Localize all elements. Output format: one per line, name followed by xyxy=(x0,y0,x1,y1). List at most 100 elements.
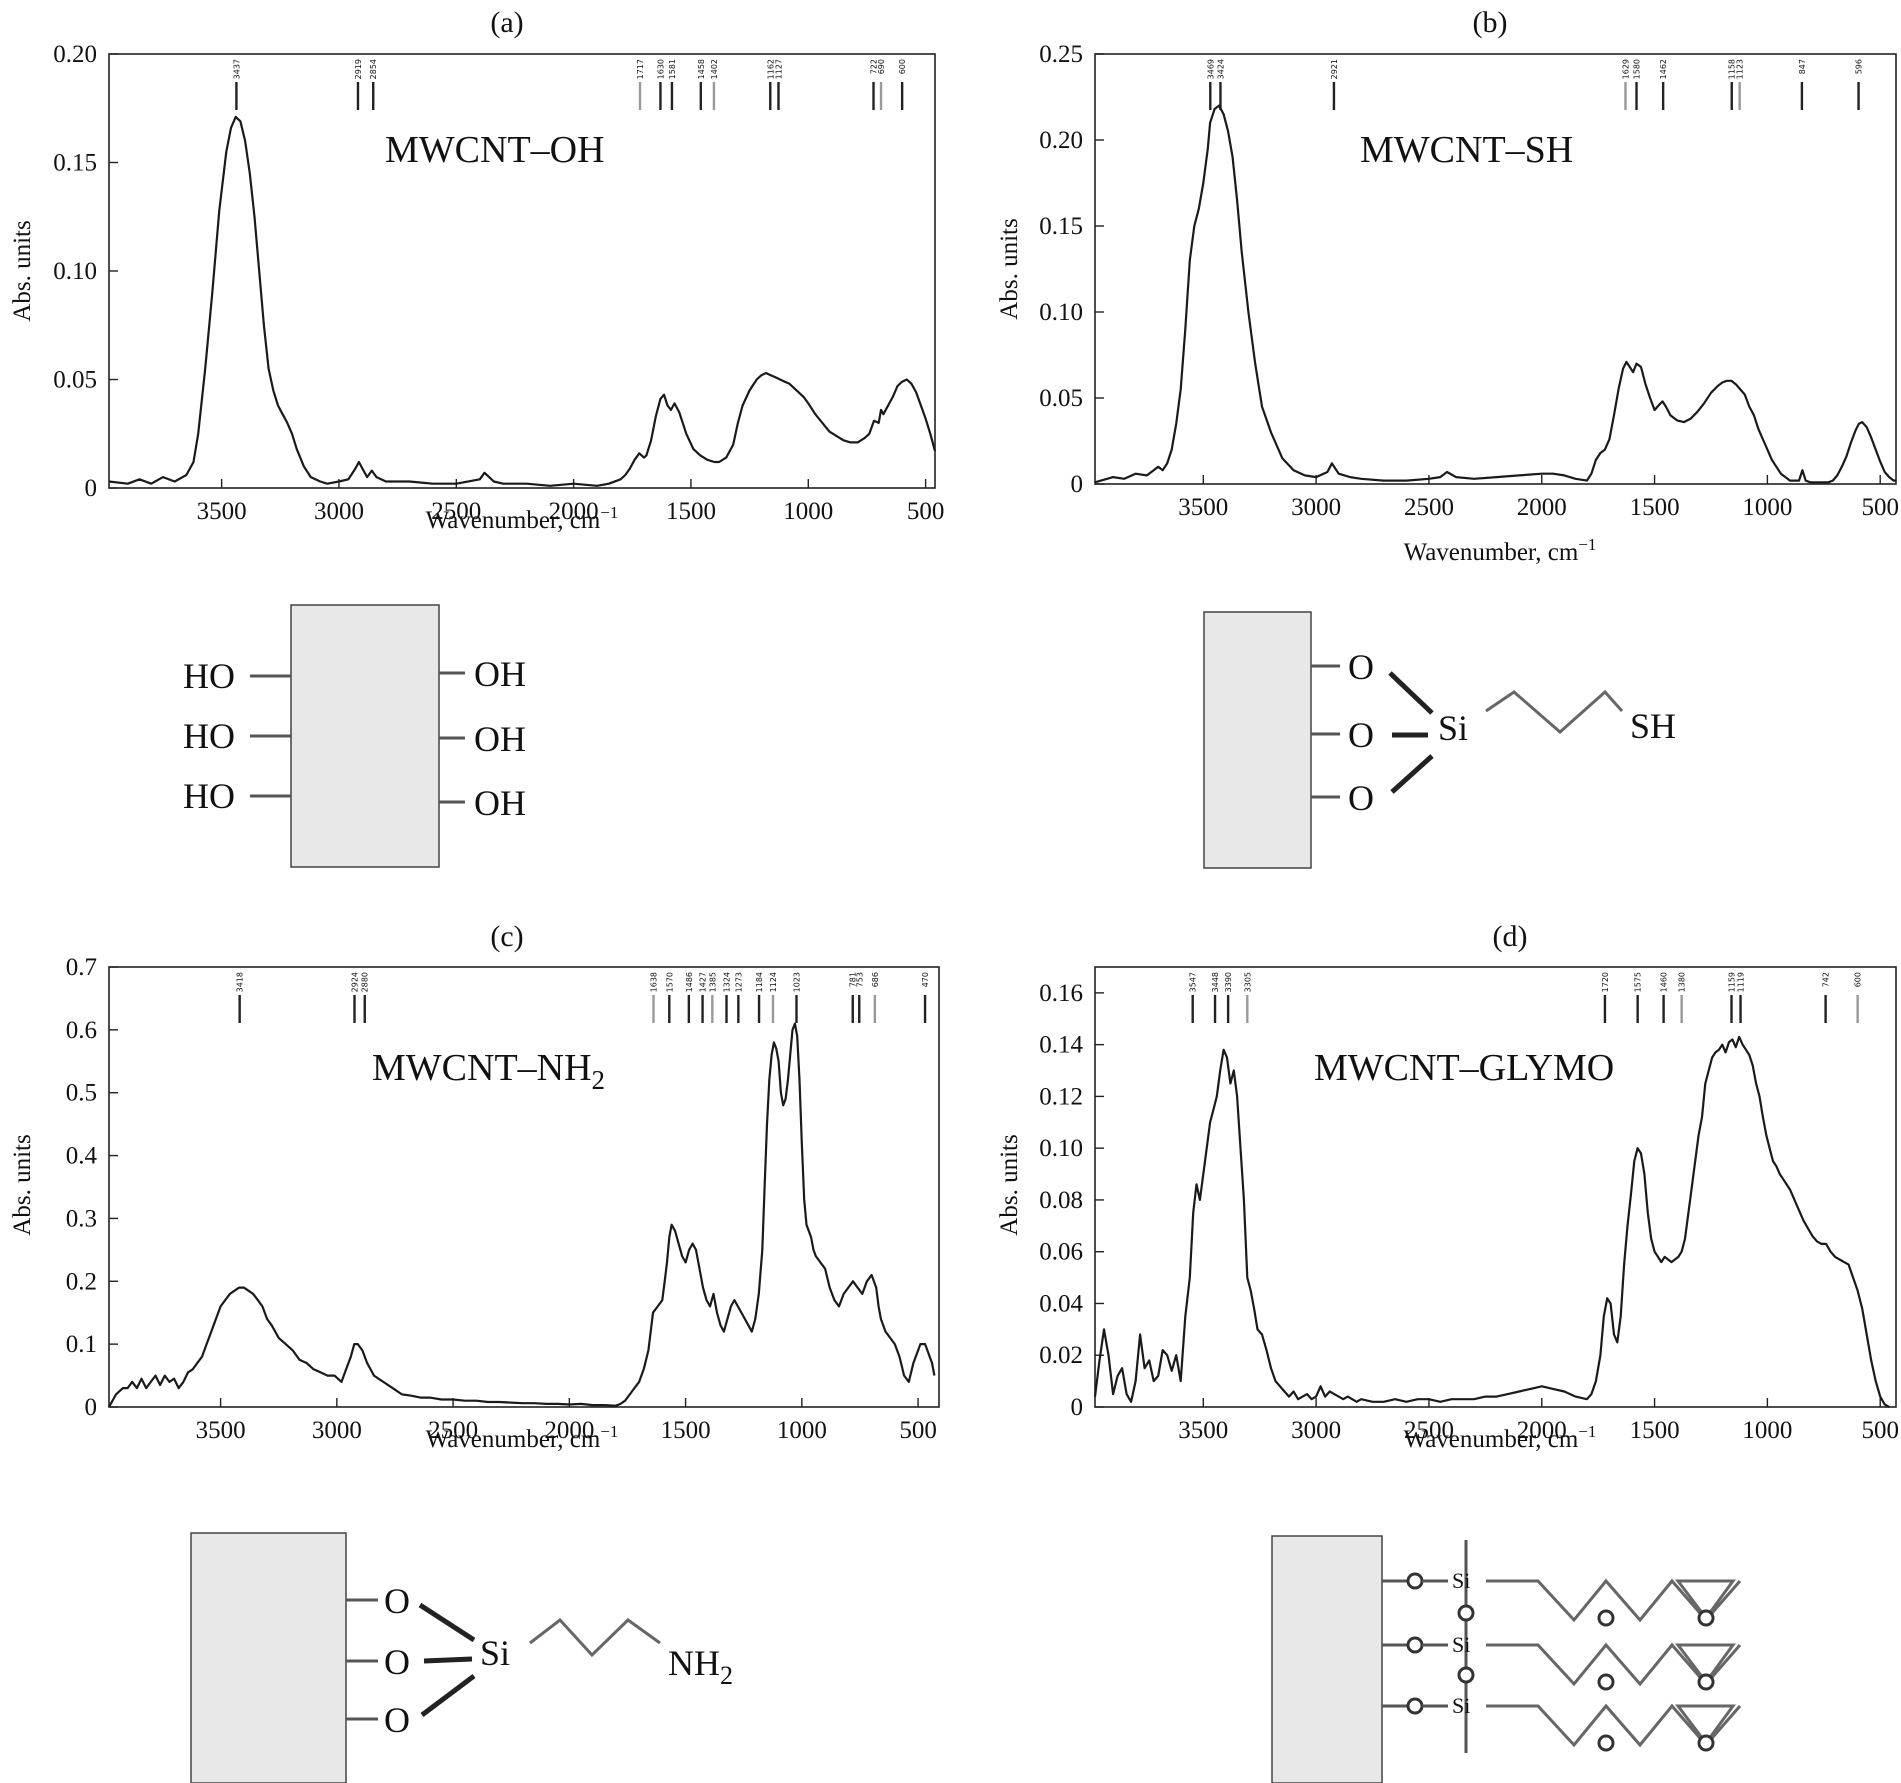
oxygen-node xyxy=(1597,1673,1615,1691)
x-axis-label-text: Wavenumber, cm xyxy=(1404,539,1579,566)
peak-marker-label: 1402 xyxy=(710,59,719,79)
y-tick-label: 0 xyxy=(1071,471,1084,498)
peak-markers: 3418 2924 2880 1638 1570 1486 1427 1385 1324 1273… xyxy=(236,972,930,1023)
sample-label: MWCNT–OH xyxy=(385,129,605,171)
silicon-atom: Si xyxy=(1452,1693,1470,1718)
x-axis-label-sup: −1 xyxy=(600,503,618,522)
x-tick-label: 1500 xyxy=(661,1417,711,1444)
peak-marker-label: 1581 xyxy=(668,59,677,79)
x-axis-ticks: 3500 3000 2500 2000 1500 1000 500 xyxy=(1178,475,1899,521)
peak-marker-label: 600 xyxy=(1854,972,1863,987)
silicon-atom: Si xyxy=(1438,708,1468,748)
oxygen-node xyxy=(1406,1636,1424,1654)
x-tick-label: 2500 xyxy=(1404,1417,1454,1444)
nanotube xyxy=(1203,611,1312,869)
x-tick-label: 3500 xyxy=(1178,1417,1228,1444)
x-axis-label-text: Wavenumber, cm xyxy=(426,1426,601,1453)
y-tick-label: 0.04 xyxy=(1039,1290,1083,1317)
peak-marker-label: 1570 xyxy=(665,972,674,992)
plot-frame xyxy=(1094,966,1897,1408)
y-tick-label: 0.2 xyxy=(66,1268,97,1295)
x-tick-label: 3000 xyxy=(312,1417,362,1444)
x-axis-label: Wavenumber, cm−1 xyxy=(1404,535,1597,566)
oxygen-node xyxy=(1697,1673,1715,1691)
x-tick-label: 3000 xyxy=(1291,1417,1341,1444)
si-o-bond xyxy=(418,1602,476,1643)
y-tick-label: 0.05 xyxy=(53,367,97,394)
panel-d: (d) 3547 3448 3390 3305 1720 1575 1460 1380 1159… xyxy=(996,920,1899,1453)
peak-marker-label: 1629 xyxy=(1621,59,1630,79)
peak-marker-label: 1575 xyxy=(1634,972,1643,992)
peak-marker-label: 1023 xyxy=(792,972,801,992)
peak-marker-label: 3437 xyxy=(232,59,241,79)
oxygen-atom: O xyxy=(384,1700,410,1740)
peak-marker-label: 847 xyxy=(1798,59,1807,74)
y-axis-ticks: 0 0.05 0.10 0.15 0.20 0.25 xyxy=(1039,41,1104,498)
x-axis-label-sup: −1 xyxy=(600,1422,618,1441)
x-tick-label: 1000 xyxy=(777,1417,827,1444)
peak-marker-label: 1119 xyxy=(1737,972,1746,992)
x-tick-label: 1000 xyxy=(1742,494,1792,521)
glymo-chain xyxy=(1486,1703,1742,1752)
peak-marker-label: 2924 xyxy=(351,972,360,992)
y-axis-label: Abs. units xyxy=(9,220,36,321)
peak-marker-label: 3547 xyxy=(1189,972,1198,992)
silicon-atom: Si xyxy=(1452,1568,1470,1593)
structure-mwcnt-glymo: Si Si Si xyxy=(1271,1535,1742,1783)
peak-marker-label: 2880 xyxy=(361,972,370,992)
oxygen-node xyxy=(1457,1604,1475,1622)
silicon-atom: Si xyxy=(480,1633,510,1673)
spectrum-line xyxy=(1094,104,1896,484)
peak-marker-label: 2854 xyxy=(369,59,378,79)
y-tick-label: 0.3 xyxy=(66,1205,97,1232)
y-tick-label: 0 xyxy=(1071,1394,1084,1421)
peak-marker-label: 722 xyxy=(870,59,879,74)
peak-marker-label: 1717 xyxy=(636,59,645,79)
hydroxyl-group: OH xyxy=(474,783,526,823)
spectrum-line xyxy=(1093,1035,1890,1408)
y-tick-label: 0 xyxy=(85,475,98,502)
x-tick-label: 500 xyxy=(907,498,945,525)
peak-marker-label: 1486 xyxy=(685,972,694,992)
amine-group: NH2 xyxy=(668,1643,733,1690)
panel-label: (a) xyxy=(490,6,523,39)
x-tick-label: 2500 xyxy=(428,1417,478,1444)
y-tick-label: 0.1 xyxy=(66,1331,97,1358)
nanotube xyxy=(190,1532,347,1783)
y-tick-label: 0.12 xyxy=(1039,1083,1083,1110)
peak-markers: 3547 3448 3390 3305 1720 1575 1460 1380 1159 1119… xyxy=(1189,972,1863,1023)
x-tick-label: 3500 xyxy=(1178,494,1228,521)
oxygen-node xyxy=(1457,1666,1475,1684)
hydroxyl-group: HO xyxy=(183,716,235,756)
sample-label-sub: 2 xyxy=(592,1065,606,1095)
epoxide-ring xyxy=(1674,1704,1736,1746)
si-o-bond xyxy=(420,1674,476,1717)
peak-marker-label: 1720 xyxy=(1601,972,1610,992)
y-tick-label: 0.4 xyxy=(66,1143,98,1170)
y-tick-label: 0.10 xyxy=(1039,299,1083,326)
peak-marker-label: 1158 xyxy=(1728,59,1737,79)
x-tick-label: 2000 xyxy=(1517,494,1567,521)
x-tick-label: 2000 xyxy=(549,498,599,525)
si-o-bond xyxy=(1388,671,1434,715)
alkyl-chain xyxy=(1485,689,1624,734)
peak-marker-label: 1123 xyxy=(1736,59,1745,79)
x-tick-label: 3500 xyxy=(197,498,247,525)
hydroxyl-group: HO xyxy=(183,776,235,816)
panel-label: (b) xyxy=(1473,6,1508,39)
si-o-bond xyxy=(1390,754,1434,794)
peak-marker-label: 470 xyxy=(921,972,930,987)
peak-markers: 3437 2919 2854 1717 1630 1581 1458 1402 1162 1127… xyxy=(232,59,907,110)
x-axis-ticks: 3500 3000 2500 2000 1500 1000 500 xyxy=(197,479,945,525)
y-tick-label: 0.25 xyxy=(1039,41,1083,68)
peak-marker-label: 1380 xyxy=(1678,972,1687,992)
sample-label: MWCNT–NH2 xyxy=(372,1047,605,1095)
panel-label: (d) xyxy=(1493,920,1528,953)
oxygen-atom: O xyxy=(1348,715,1374,755)
y-tick-label: 0.7 xyxy=(66,954,97,981)
y-tick-label: 0.10 xyxy=(53,258,97,285)
peak-marker-label: 3390 xyxy=(1224,972,1233,992)
peak-marker-label: 1124 xyxy=(769,972,778,992)
peak-marker-label: 1462 xyxy=(1659,59,1668,79)
